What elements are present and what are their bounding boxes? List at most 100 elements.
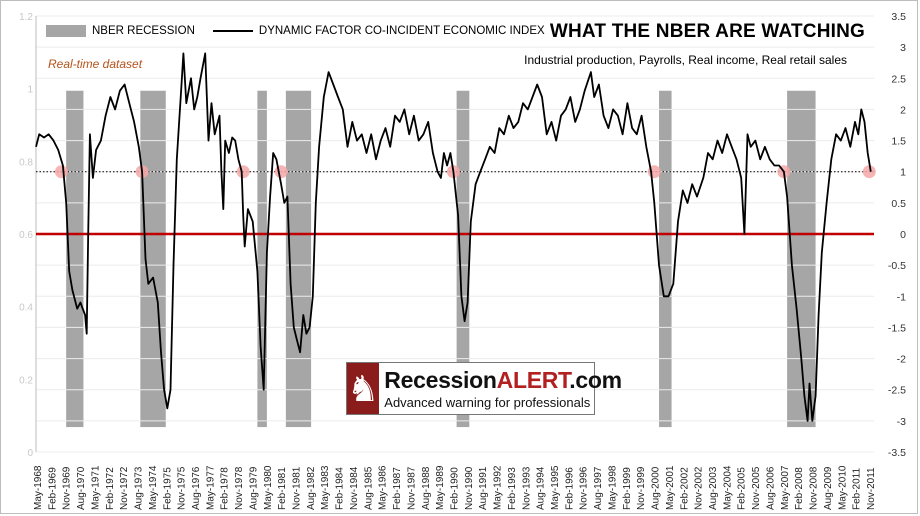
x-axis-tick-label: Aug-1985 bbox=[363, 466, 374, 510]
x-axis-tick-label: Nov-2005 bbox=[751, 466, 762, 510]
x-axis-tick-label: Nov-1987 bbox=[406, 466, 417, 510]
x-axis-tick-label: Feb-2005 bbox=[737, 467, 748, 510]
right-axis-tick-label: 0 bbox=[900, 229, 906, 241]
left-axis-tick-label: 1 bbox=[27, 85, 33, 96]
left-axis-tick-label: 1.2 bbox=[19, 12, 33, 23]
right-axis-tick-label: -0.5 bbox=[888, 260, 906, 272]
x-axis-tick-label: May-1995 bbox=[550, 465, 561, 510]
right-y-axis-labels: 3.5 3 2.5 2 1.5 1 0.5 0 -0.5 -1 -1.5 -2 -2.5 -3 -3.5 bbox=[888, 11, 906, 459]
x-axis-tick-label: May-1992 bbox=[493, 465, 504, 510]
logo-brand-text: RecessionALERT.com bbox=[384, 367, 622, 393]
right-axis-tick-label: -1 bbox=[897, 291, 906, 303]
recession-bar bbox=[257, 90, 267, 428]
coincident-index-line bbox=[35, 52, 872, 422]
x-axis-tick-label: Nov-1999 bbox=[636, 466, 647, 510]
x-axis-tick-label: Nov-1978 bbox=[234, 466, 245, 510]
x-axis-tick-label: Nov-1996 bbox=[579, 466, 590, 510]
left-axis-tick-label: 0.4 bbox=[19, 303, 33, 314]
x-axis-tick-label: Aug-1970 bbox=[76, 466, 87, 510]
x-axis-tick-label: Nov-1990 bbox=[464, 466, 475, 510]
x-axis-tick-label: Feb-1990 bbox=[449, 467, 460, 510]
x-axis-tick-label: Feb-2002 bbox=[679, 467, 690, 510]
x-axis-tick-label: May-1983 bbox=[320, 465, 331, 510]
x-axis-tick-label: Nov-1993 bbox=[521, 466, 532, 510]
x-axis-tick-label: Nov-1972 bbox=[119, 466, 130, 510]
right-axis-tick-label: 1.5 bbox=[891, 136, 906, 148]
x-axis-tick-label: Aug-2003 bbox=[708, 466, 719, 510]
x-axis-tick-label: Nov-1981 bbox=[292, 466, 303, 510]
legend: NBER RECESSION DYNAMIC FACTOR CO-INCIDEN… bbox=[46, 25, 545, 37]
x-axis-tick-label: May-1989 bbox=[435, 465, 446, 510]
x-axis-tick-label: Aug-2000 bbox=[651, 466, 662, 510]
x-axis-tick-label: May-2004 bbox=[722, 465, 733, 510]
x-axis-tick-label: Feb-1996 bbox=[564, 467, 575, 510]
x-axis-tick-label: Feb-2008 bbox=[794, 467, 805, 510]
x-axis-tick-label: Nov-2002 bbox=[694, 466, 705, 510]
right-axis-tick-label: -2.5 bbox=[888, 385, 906, 397]
x-axis-tick-label: Feb-2011 bbox=[852, 467, 863, 510]
right-axis-tick-label: 1 bbox=[900, 167, 906, 179]
left-axis-tick-label: 0.6 bbox=[19, 230, 33, 241]
x-axis-tick-label: Aug-1976 bbox=[191, 466, 202, 510]
x-axis-tick-label: Nov-1969 bbox=[62, 466, 73, 510]
recession-bar bbox=[66, 90, 84, 428]
x-axis-tick-label: May-2001 bbox=[665, 465, 676, 510]
recession-bar bbox=[659, 90, 672, 428]
recession-bar bbox=[456, 90, 470, 428]
x-axis-tick-label: Aug-2009 bbox=[823, 466, 834, 510]
x-axis-tick-label: Feb-1981 bbox=[277, 467, 288, 510]
knight-icon: ♞ bbox=[347, 363, 380, 414]
signal-marker bbox=[274, 165, 288, 179]
x-axis-tick-label: Feb-1999 bbox=[622, 467, 633, 510]
realtime-dataset-label: Real-time dataset bbox=[48, 57, 143, 71]
legend-series-label: DYNAMIC FACTOR CO-INCIDENT ECONOMIC INDE… bbox=[258, 25, 545, 37]
legend-recession-label: NBER RECESSION bbox=[92, 25, 195, 37]
x-axis-tick-label: Nov-1975 bbox=[177, 466, 188, 510]
right-axis-tick-label: -3.5 bbox=[888, 447, 906, 459]
x-axis-tick-label: Nov-1984 bbox=[349, 466, 360, 510]
x-axis-tick-label: Aug-2006 bbox=[765, 466, 776, 510]
x-axis-tick-label: Feb-1969 bbox=[47, 467, 58, 510]
x-axis-tick-label: Feb-1978 bbox=[220, 467, 231, 510]
x-axis-tick-label: Feb-1987 bbox=[392, 467, 403, 510]
right-axis-tick-label: -1.5 bbox=[888, 322, 906, 334]
signal-marker bbox=[54, 165, 68, 179]
x-axis-tick-label: Nov-2011 bbox=[866, 467, 877, 510]
x-axis-tick-label: May-1974 bbox=[148, 465, 159, 510]
left-y-axis-labels: 1.2 1 0.8 0.6 0.4 0.2 0 bbox=[19, 12, 33, 459]
x-axis-tick-label: May-1968 bbox=[33, 465, 44, 510]
right-axis-tick-label: 3.5 bbox=[891, 11, 906, 23]
logo-tagline: Advanced warning for professionals bbox=[384, 395, 591, 410]
x-axis-tick-label: May-1986 bbox=[378, 465, 389, 510]
x-axis-labels: May-1968 Feb-1969 Nov-1969 Aug-1970 May-1971… bbox=[33, 465, 877, 510]
x-axis-tick-label: May-2010 bbox=[837, 465, 848, 510]
x-axis-tick-label: May-1980 bbox=[263, 465, 274, 510]
legend-series-swatch bbox=[212, 30, 253, 32]
right-axis-tick-label: 2.5 bbox=[891, 73, 906, 85]
x-axis-tick-label: Aug-1988 bbox=[421, 466, 432, 510]
x-axis-tick-label: Aug-1982 bbox=[306, 466, 317, 510]
right-axis-tick-label: -2 bbox=[897, 354, 906, 366]
signal-marker bbox=[236, 165, 250, 179]
left-axis-tick-label: 0.8 bbox=[19, 157, 33, 168]
x-axis-tick-label: Feb-1993 bbox=[507, 467, 518, 510]
x-axis-tick-label: Aug-1997 bbox=[593, 466, 604, 510]
x-axis-tick-label: May-1971 bbox=[90, 465, 101, 510]
x-axis-tick-label: May-2007 bbox=[780, 465, 791, 510]
right-axis-tick-label: 0.5 bbox=[891, 198, 906, 210]
x-axis-tick-label: Aug-1979 bbox=[248, 466, 259, 510]
x-axis-tick-label: Aug-1973 bbox=[134, 466, 145, 510]
x-axis-tick-label: Aug-1994 bbox=[536, 466, 547, 510]
chart-subtitle: Industrial production, Payrolls, Real in… bbox=[524, 53, 847, 67]
x-axis-tick-label: Nov-2008 bbox=[809, 466, 820, 510]
signal-marker bbox=[862, 165, 876, 179]
x-axis-tick-label: May-1998 bbox=[607, 465, 618, 510]
x-axis-tick-label: May-1977 bbox=[205, 465, 216, 510]
x-axis-tick-label: Feb-1984 bbox=[335, 467, 346, 510]
chart-title: WHAT THE NBER ARE WATCHING bbox=[549, 21, 865, 42]
x-axis-tick-label: Feb-1972 bbox=[105, 467, 116, 510]
left-axis-tick-label: 0.2 bbox=[19, 375, 33, 386]
legend-recession-swatch bbox=[46, 25, 86, 37]
x-axis-tick-label: Aug-1991 bbox=[478, 466, 489, 510]
